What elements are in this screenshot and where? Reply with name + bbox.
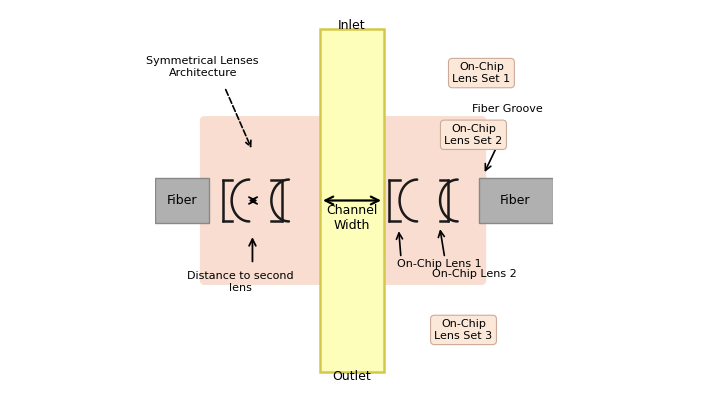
- FancyBboxPatch shape: [320, 29, 384, 372]
- Text: Inlet: Inlet: [338, 19, 366, 32]
- Text: On-Chip Lens 1: On-Chip Lens 1: [396, 259, 481, 269]
- FancyBboxPatch shape: [479, 178, 553, 223]
- Text: Distance to second
lens: Distance to second lens: [187, 271, 294, 293]
- Text: Channel
Width: Channel Width: [326, 205, 377, 233]
- Text: On-Chip
Lens Set 1: On-Chip Lens Set 1: [452, 62, 510, 84]
- FancyBboxPatch shape: [200, 116, 325, 285]
- FancyArrowPatch shape: [226, 89, 251, 146]
- FancyBboxPatch shape: [155, 178, 209, 223]
- Text: Fiber: Fiber: [500, 194, 530, 207]
- Text: On-Chip
Lens Set 3: On-Chip Lens Set 3: [435, 319, 493, 341]
- Text: Outlet: Outlet: [333, 370, 372, 383]
- Text: On-Chip
Lens Set 2: On-Chip Lens Set 2: [445, 124, 503, 146]
- Text: On-Chip Lens 2: On-Chip Lens 2: [432, 269, 516, 279]
- Text: Fiber: Fiber: [166, 194, 198, 207]
- Text: Fiber Groove: Fiber Groove: [472, 104, 543, 114]
- Text: Symmetrical Lenses
Architecture: Symmetrical Lenses Architecture: [147, 56, 259, 78]
- FancyBboxPatch shape: [371, 116, 486, 285]
